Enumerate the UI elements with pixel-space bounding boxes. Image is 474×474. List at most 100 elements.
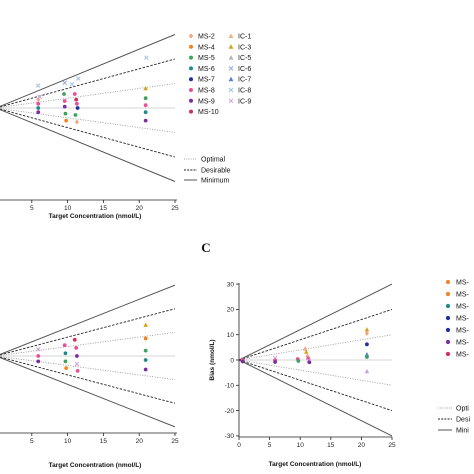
y-tick-label: 10 (227, 332, 235, 339)
data-point (69, 81, 75, 87)
x-tick-label: 25 (171, 438, 179, 445)
y-axis-label: Bias (nmol/L) (209, 339, 216, 380)
legend-marker (189, 44, 193, 49)
legend-label: IC-7 (238, 77, 251, 84)
legend-label: MS-9 (198, 98, 215, 105)
optimal-legend-label: Optimal (201, 157, 226, 164)
legend-marker (445, 303, 451, 309)
data-point (36, 106, 41, 110)
x-tick-label: 0 (237, 442, 241, 449)
legend-label: MS-2 (198, 34, 215, 41)
limit-lines (0, 284, 176, 428)
x-ticks: 5 10 15 20 25 (30, 200, 179, 212)
x-tick-label: 20 (136, 205, 144, 212)
minimum-limit-line (238, 359, 393, 437)
y-tick-label: 20 (227, 307, 235, 314)
x-tick-label: 25 (388, 442, 396, 449)
data-point (62, 80, 67, 86)
x-ticks: 0 5 10 15 20 25 (237, 437, 396, 449)
legend-marker (189, 55, 193, 60)
legend-label: IC-8 (238, 88, 251, 95)
legend-marker (189, 66, 193, 71)
data-point (74, 346, 79, 350)
data-point (143, 348, 148, 353)
data-point (62, 92, 66, 96)
optimal-limit-line (0, 331, 176, 356)
optimal-limit-line (238, 334, 393, 361)
data-point (365, 355, 369, 359)
legend-label: MS-8 (198, 88, 215, 95)
method-legend-right: MS- MS- MS- MS- MS- MS- MS- (445, 280, 470, 359)
legend-marker (189, 109, 193, 114)
x-axis-label: Target Concentration (nmol/L) (269, 461, 362, 468)
data-point (143, 322, 148, 327)
x-tick-label: 10 (64, 438, 72, 445)
x-tick-label: 15 (100, 438, 108, 445)
method-legend: MS-2 MS-4 MS-5 MS-6 MS-7 MS-8 MS-9 MS-10 IC-1 IC-… (188, 33, 251, 116)
desirable-limit-line (0, 356, 176, 404)
data-point (36, 101, 41, 106)
legend-marker (228, 44, 234, 49)
optimal-legend-label: Opti (456, 406, 469, 413)
data-point (75, 101, 79, 106)
legend-label: MS-4 (198, 44, 215, 51)
limit-line-legend: Optimal Desirable Minimum (184, 157, 231, 185)
x-tick-label: 5 (30, 205, 34, 212)
legend-marker (445, 327, 451, 333)
data-point (143, 96, 148, 101)
legend-label: MS-6 (198, 66, 215, 73)
data-point (273, 360, 278, 364)
y-ticks: 30 20 10 0 -10 -20 -30 (225, 281, 239, 440)
data-point (144, 55, 149, 60)
data-point (63, 359, 68, 364)
legend-label: MS- (456, 352, 470, 359)
data-point (64, 366, 69, 371)
legend-marker (228, 33, 234, 38)
legend-label: MS-7 (198, 77, 215, 84)
data-point (74, 119, 79, 125)
data-point (364, 351, 370, 357)
x-tick-label: 25 (171, 205, 179, 212)
data-point (302, 346, 308, 351)
minimum-legend-label: Mini (456, 428, 469, 435)
data-points (35, 322, 148, 373)
data-point (143, 358, 148, 362)
data-point (143, 118, 148, 123)
data-point (64, 118, 69, 123)
data-point (36, 354, 41, 358)
legend-label: IC-3 (238, 44, 251, 51)
data-point (72, 92, 77, 96)
limit-lines (0, 34, 176, 182)
panel-bottom-left-plot: 5 10 15 20 25 Target Concentration (nmol/L) (0, 284, 179, 469)
data-point (73, 113, 78, 117)
x-tick-label: 15 (100, 205, 108, 212)
legend-marker (188, 33, 194, 39)
optimal-limit-line (238, 359, 393, 386)
y-tick-label: 0 (230, 357, 234, 364)
data-point (74, 97, 79, 102)
legend-marker (445, 351, 451, 357)
data-point (63, 111, 68, 116)
panel-label-c: C (201, 240, 210, 255)
data-point (36, 359, 41, 364)
minimum-limit-line (0, 109, 176, 182)
minimum-limit-line (238, 283, 393, 361)
legend-label: MS- (456, 340, 470, 347)
legend-label: IC-1 (238, 34, 251, 41)
desirable-legend-label: Desirable (201, 168, 231, 175)
data-point (143, 85, 148, 91)
data-point (364, 327, 370, 332)
x-axis-label: Target Concentration (nmol/L) (49, 213, 142, 220)
data-point (62, 99, 67, 103)
data-point (143, 336, 148, 341)
legend-label: MS- (456, 280, 470, 287)
data-point (35, 83, 41, 88)
data-point (296, 359, 301, 363)
data-point (72, 337, 77, 342)
data-point (304, 349, 309, 354)
x-ticks: 5 10 15 20 25 (30, 433, 179, 445)
limit-lines (238, 283, 393, 437)
legend-marker (189, 98, 193, 103)
data-point (37, 94, 42, 100)
